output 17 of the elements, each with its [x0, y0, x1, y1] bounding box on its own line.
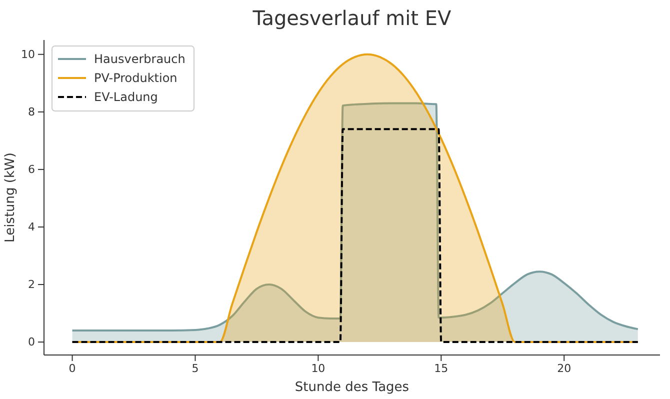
x-tick-label: 5 — [192, 362, 199, 375]
x-tick-label: 20 — [557, 362, 572, 375]
legend-label: PV-Produktion — [94, 71, 178, 85]
x-axis-title: Stunde des Tages — [294, 380, 410, 395]
legend-label: EV-Ladung — [94, 90, 158, 104]
y-axis-title: Leistung (kW) — [3, 152, 18, 242]
y-tick-label: 4 — [28, 220, 35, 234]
y-tick-label: 8 — [28, 105, 35, 118]
legend-label: Hausverbrauch — [94, 52, 186, 66]
x-tick-label: 15 — [434, 362, 448, 375]
x-tick-label: 0 — [68, 362, 76, 375]
y-tick-label: 6 — [28, 162, 35, 176]
y-tick-label: 10 — [21, 48, 35, 61]
y-tick-label: 2 — [28, 278, 35, 292]
chart-title: Tagesverlauf mit EV — [252, 6, 452, 30]
y-tick-label: 0 — [28, 336, 35, 349]
x-tick-label: 10 — [311, 362, 326, 375]
